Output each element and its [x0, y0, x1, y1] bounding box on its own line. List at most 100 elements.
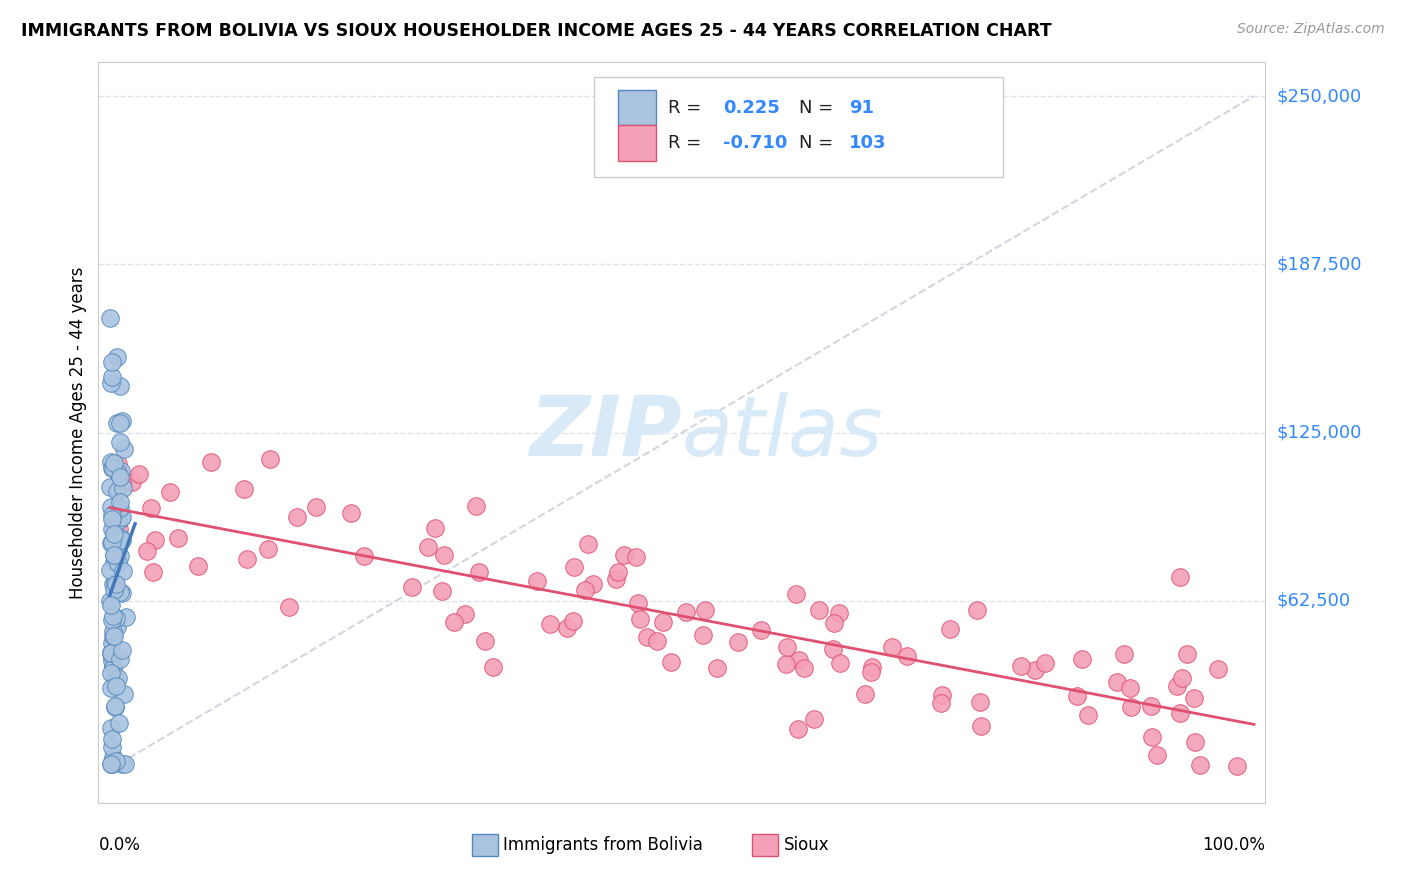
Text: R =: R = [668, 134, 707, 153]
Point [112, 688, 135, 702]
Point [107, 514, 129, 528]
Text: Sioux: Sioux [783, 836, 830, 854]
Point [107, 557, 129, 571]
Point [103, 512, 125, 526]
Point [259, 451, 281, 466]
Point [100, 681, 122, 695]
Point [104, 574, 127, 589]
Text: Source: ZipAtlas.com: Source: ZipAtlas.com [1237, 22, 1385, 37]
Point [110, 756, 132, 771]
Point [159, 485, 181, 500]
Point [100, 756, 122, 771]
Point [787, 722, 810, 736]
Point [100, 455, 122, 469]
Point [104, 699, 127, 714]
Point [100, 721, 122, 735]
Point [110, 469, 132, 483]
Point [232, 482, 254, 496]
Point [464, 500, 486, 514]
Point [111, 586, 134, 600]
Point [103, 660, 125, 674]
Point [101, 624, 124, 639]
Point [107, 467, 129, 481]
Text: 103: 103 [849, 134, 886, 153]
Point [100, 480, 122, 494]
Text: N =: N = [799, 99, 838, 117]
Point [880, 640, 903, 654]
Point [103, 527, 125, 541]
Point [100, 731, 122, 746]
Point [105, 679, 128, 693]
Point [970, 719, 993, 733]
Point [101, 654, 124, 668]
Point [107, 458, 129, 472]
Point [114, 610, 136, 624]
Point [626, 596, 648, 610]
Text: $187,500: $187,500 [1277, 255, 1362, 273]
Point [101, 659, 124, 673]
Point [1140, 698, 1163, 713]
Point [1168, 706, 1191, 720]
Point [1105, 675, 1128, 690]
Point [576, 536, 599, 550]
Point [1010, 658, 1032, 673]
Point [1024, 663, 1046, 677]
Point [474, 633, 496, 648]
Point [1184, 735, 1206, 749]
Point [1168, 570, 1191, 584]
Point [416, 540, 439, 554]
Point [574, 583, 596, 598]
Point [613, 548, 636, 562]
Point [101, 512, 124, 526]
Point [454, 607, 477, 621]
Point [100, 646, 122, 660]
Point [1070, 652, 1092, 666]
Point [105, 576, 128, 591]
Point [187, 558, 209, 573]
Point [1140, 731, 1163, 745]
Point [111, 476, 134, 491]
Point [100, 666, 122, 681]
Point [111, 565, 134, 579]
Point [1182, 691, 1205, 706]
Point [353, 549, 375, 563]
Point [966, 603, 988, 617]
Point [101, 355, 124, 369]
Point [142, 565, 165, 579]
Point [101, 756, 124, 771]
Point [1206, 662, 1229, 676]
Point [100, 646, 122, 660]
Point [110, 532, 132, 546]
Point [111, 510, 134, 524]
Point [100, 535, 122, 549]
Text: $125,000: $125,000 [1277, 424, 1362, 442]
Point [1119, 700, 1142, 714]
Point [121, 475, 143, 490]
Point [110, 511, 132, 525]
Point [1146, 747, 1168, 762]
Point [143, 533, 166, 547]
Point [100, 646, 122, 660]
Point [305, 500, 328, 514]
Point [823, 616, 845, 631]
Point [108, 500, 131, 515]
Text: Immigrants from Bolivia: Immigrants from Bolivia [503, 836, 703, 854]
Point [111, 533, 134, 547]
Point [706, 661, 728, 675]
Point [103, 548, 125, 562]
Point [695, 603, 717, 617]
Point [101, 461, 124, 475]
Point [105, 350, 128, 364]
Point [401, 580, 423, 594]
Point [108, 379, 131, 393]
Point [100, 594, 122, 608]
Point [785, 586, 807, 600]
Point [105, 620, 128, 634]
Point [1226, 759, 1249, 773]
Text: $250,000: $250,000 [1277, 87, 1362, 105]
Point [100, 636, 122, 650]
Point [468, 565, 491, 579]
Point [101, 613, 124, 627]
Point [1166, 679, 1188, 693]
Text: 100.0%: 100.0% [1202, 836, 1265, 855]
